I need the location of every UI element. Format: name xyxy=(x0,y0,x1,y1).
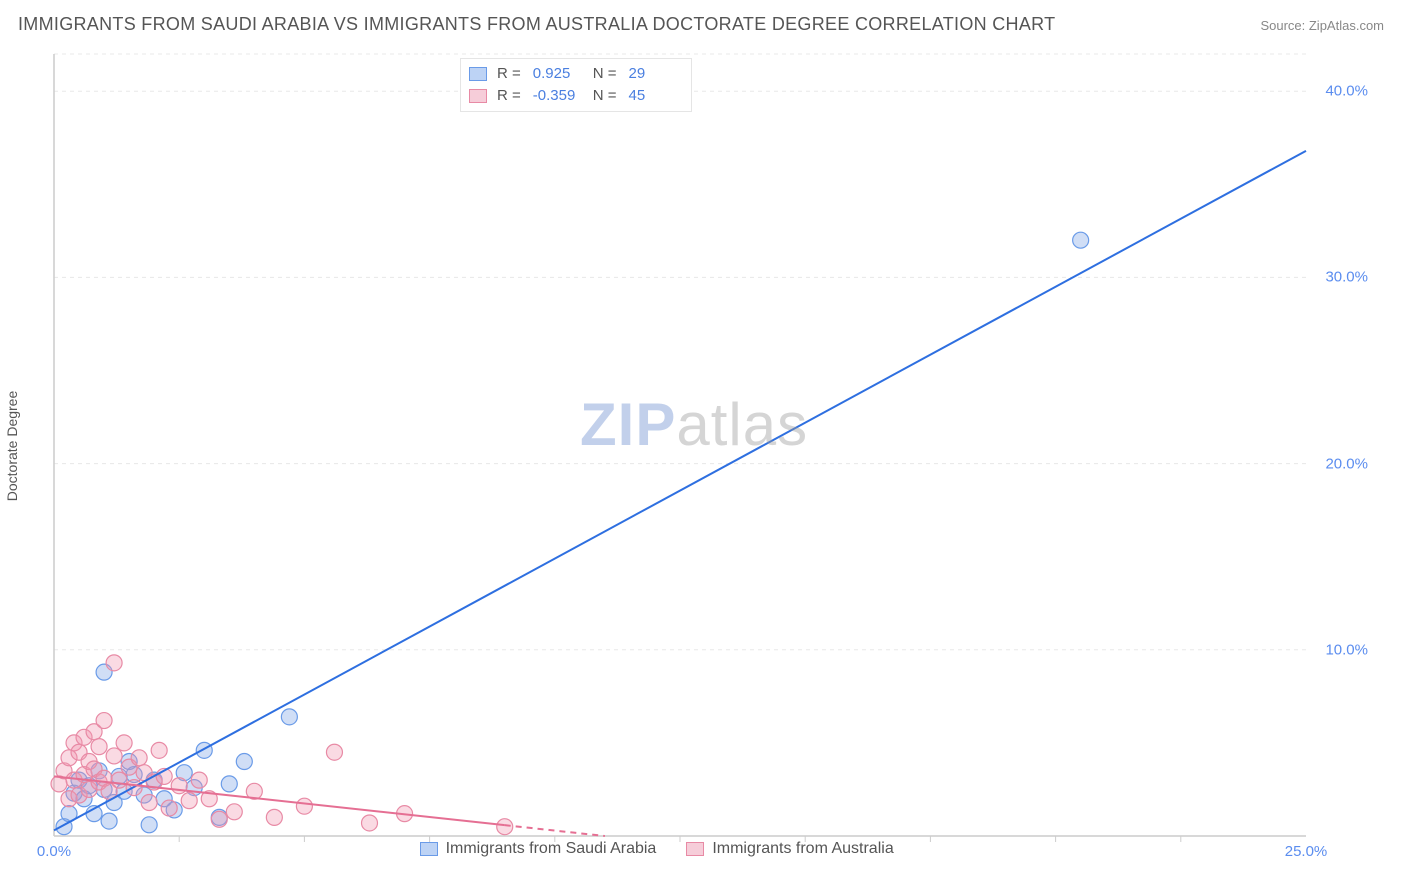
n-label: N = xyxy=(593,63,617,85)
series-legend-item: Immigrants from Saudi Arabia xyxy=(420,840,657,858)
chart-title: IMMIGRANTS FROM SAUDI ARABIA VS IMMIGRAN… xyxy=(18,14,1055,35)
y-axis-label: Doctorate Degree xyxy=(4,391,20,502)
series-legend-label: Immigrants from Australia xyxy=(712,840,893,858)
legend-swatch xyxy=(469,67,487,81)
r-label: R = xyxy=(497,85,521,107)
correlation-legend: R = 0.925 N = 29 R = -0.359 N = 45 xyxy=(460,58,692,112)
x-tick-label: 0.0% xyxy=(37,843,71,860)
r-label: R = xyxy=(497,63,521,85)
y-tick-label: 30.0% xyxy=(1325,269,1368,286)
series-legend: Immigrants from Saudi Arabia Immigrants f… xyxy=(420,840,894,858)
series-legend-label: Immigrants from Saudi Arabia xyxy=(446,840,657,858)
correlation-legend-row: R = -0.359 N = 45 xyxy=(469,85,679,107)
legend-swatch xyxy=(686,842,704,856)
n-value: 29 xyxy=(629,63,679,85)
chart-area: ZIPatlas R =0.925N =29R =-0.359N =45 Imm… xyxy=(50,50,1376,862)
series-legend-item: Immigrants from Australia xyxy=(686,840,893,858)
r-value: -0.359 xyxy=(533,85,583,107)
y-tick-label: 10.0% xyxy=(1325,641,1368,658)
n-value: 45 xyxy=(629,85,679,107)
y-tick-label: 40.0% xyxy=(1325,83,1368,100)
n-label: N = xyxy=(593,85,617,107)
x-tick-label: 25.0% xyxy=(1285,843,1328,860)
r-value: 0.925 xyxy=(533,63,583,85)
y-tick-label: 20.0% xyxy=(1325,455,1368,472)
source-attribution: Source: ZipAtlas.com xyxy=(1260,18,1384,33)
correlation-legend-row: R = 0.925 N = 29 xyxy=(469,63,679,85)
legend-swatch xyxy=(420,842,438,856)
legend-swatch xyxy=(469,89,487,103)
scatter-chart-svg xyxy=(50,50,1376,862)
